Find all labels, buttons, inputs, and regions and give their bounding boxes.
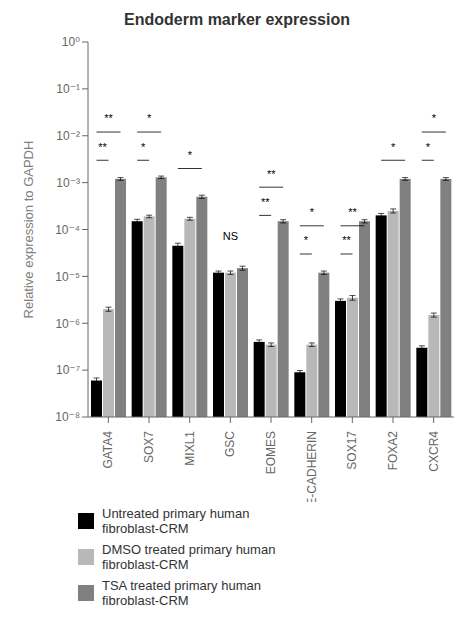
svg-text:10⁻³: 10⁻³: [56, 176, 80, 190]
svg-text:*: *: [432, 112, 437, 124]
svg-text:**: **: [261, 196, 270, 208]
svg-text:EOMES: EOMES: [264, 431, 278, 474]
svg-text:10⁻⁴: 10⁻⁴: [55, 223, 80, 237]
svg-text:10⁻⁸: 10⁻⁸: [55, 410, 80, 424]
svg-text:10⁻⁷: 10⁻⁷: [56, 363, 80, 377]
svg-text:*: *: [147, 112, 152, 124]
svg-text:FOXA2: FOXA2: [386, 431, 400, 471]
svg-text:10⁻⁵: 10⁻⁵: [55, 270, 80, 284]
svg-text:*: *: [310, 206, 315, 218]
svg-text:10⁻¹: 10⁻¹: [56, 82, 80, 96]
html-text:TSA treated primary human fibr: TSA treated primary human fibroblast-CRM: [102, 578, 261, 608]
svg-text:*: *: [391, 141, 396, 153]
svg-text:*: *: [188, 149, 193, 161]
svg-text:GATA4: GATA4: [101, 431, 115, 469]
svg-text:10⁻²: 10⁻²: [56, 129, 80, 143]
html-text:Endoderm marker expression: Endoderm marker expression: [124, 11, 350, 28]
svg-text:*: *: [141, 141, 146, 153]
svg-text:**: **: [342, 234, 351, 246]
svg-text:GSC: GSC: [223, 431, 237, 457]
svg-text:**: **: [348, 206, 357, 218]
svg-text:Relative expression to GAPDH: Relative expression to GAPDH: [21, 141, 36, 319]
svg-text:SOX17: SOX17: [345, 431, 359, 470]
svg-text:*: *: [304, 234, 309, 246]
svg-text:E-CADHERIN: E-CADHERIN: [305, 431, 319, 502]
html-text:Untreated primary human fibrob: Untreated primary human fibroblast-CRM: [102, 506, 250, 536]
svg-text:**: **: [104, 112, 113, 124]
svg-text:10⁻⁶: 10⁻⁶: [55, 317, 80, 331]
svg-text:SOX7: SOX7: [142, 431, 156, 463]
html-text:DMSO treated primary human fib: DMSO treated primary human fibroblast-CR…: [102, 542, 276, 572]
svg-text:**: **: [98, 141, 107, 153]
svg-text:**: **: [267, 168, 276, 180]
svg-text:NS: NS: [223, 230, 238, 242]
svg-text:10⁰: 10⁰: [62, 35, 80, 49]
svg-text:MIXL1: MIXL1: [183, 431, 197, 466]
svg-text:*: *: [426, 141, 431, 153]
svg-text:CXCR4: CXCR4: [427, 431, 441, 472]
